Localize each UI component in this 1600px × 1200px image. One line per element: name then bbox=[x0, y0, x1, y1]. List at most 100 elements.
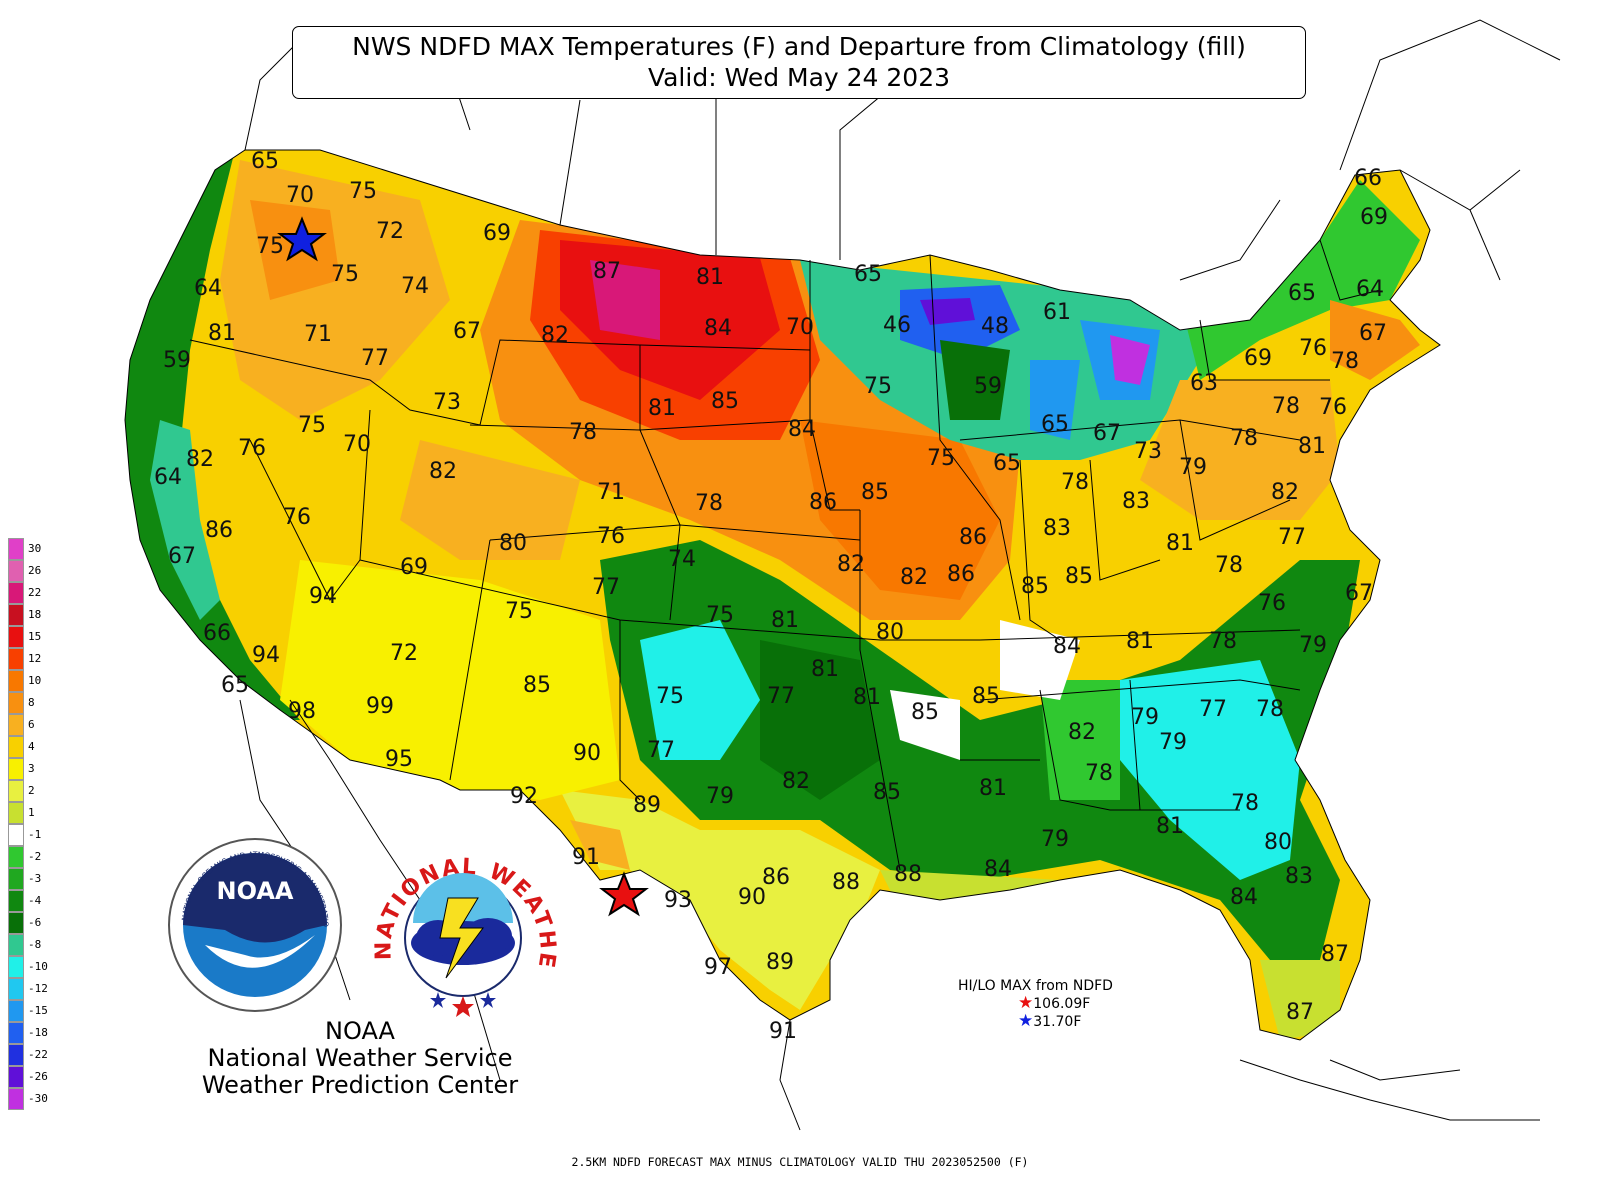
temp-label: 81 bbox=[1156, 814, 1184, 839]
temp-label: 78 bbox=[1215, 553, 1243, 578]
legend-row: 4 bbox=[8, 736, 68, 758]
temp-label: 64 bbox=[1356, 277, 1384, 302]
temp-label: 85 bbox=[972, 684, 1000, 709]
legend-swatch bbox=[8, 802, 24, 824]
legend-label: -1 bbox=[28, 828, 42, 841]
temp-label: 85 bbox=[873, 780, 901, 805]
temp-label: 84 bbox=[984, 857, 1012, 882]
temp-label: 65 bbox=[1041, 412, 1069, 437]
temp-label: 66 bbox=[1354, 166, 1382, 191]
legend-label: 18 bbox=[28, 608, 42, 621]
temp-label: 81 bbox=[648, 396, 676, 421]
temp-label: 74 bbox=[668, 547, 696, 572]
temp-label: 84 bbox=[788, 417, 816, 442]
temp-label: 81 bbox=[771, 608, 799, 633]
temp-label: 85 bbox=[1065, 564, 1093, 589]
temp-label: 70 bbox=[286, 183, 314, 208]
temp-label: 72 bbox=[390, 641, 418, 666]
temp-label: 93 bbox=[664, 888, 692, 913]
temp-label: 78 bbox=[1061, 470, 1089, 495]
temp-label: 48 bbox=[981, 314, 1009, 339]
noaa-logo-text: NOAA bbox=[217, 877, 294, 905]
wpc-line-3: Weather Prediction Center bbox=[201, 1071, 519, 1099]
temp-label: 78 bbox=[1231, 791, 1259, 816]
legend-label: -15 bbox=[28, 1004, 48, 1017]
nws-logo: NATIONAL WEATHER SERVICE bbox=[368, 828, 558, 1017]
legend-swatch bbox=[8, 604, 24, 626]
hilo-high: ★106.09F bbox=[958, 995, 1113, 1013]
temp-label: 85 bbox=[911, 700, 939, 725]
hilo-high-value: 106.09F bbox=[1033, 996, 1091, 1012]
temp-label: 79 bbox=[1159, 730, 1187, 755]
wpc-line-1: NOAA bbox=[325, 1017, 395, 1045]
temperature-labels: 65 70 75 75 72 69 64 75 74 87 81 65 66 69 81 71 67 82 84 70… bbox=[154, 149, 1388, 1044]
temp-label: 75 bbox=[927, 446, 955, 471]
legend-label: -12 bbox=[28, 982, 48, 995]
temp-label: 72 bbox=[376, 219, 404, 244]
temp-label: 66 bbox=[203, 621, 231, 646]
legend-swatch bbox=[8, 890, 24, 912]
temp-label: 73 bbox=[433, 390, 461, 415]
legend-swatch bbox=[8, 846, 24, 868]
legend-label: 4 bbox=[28, 740, 35, 753]
title-line-2: Valid: Wed May 24 2023 bbox=[647, 63, 951, 92]
legend-label: -22 bbox=[28, 1048, 48, 1061]
temp-label: 63 bbox=[1190, 371, 1218, 396]
temp-label: 82 bbox=[1271, 480, 1299, 505]
temp-label: 87 bbox=[1286, 1000, 1314, 1025]
temp-label: 77 bbox=[361, 346, 389, 371]
legend-swatch bbox=[8, 736, 24, 758]
legend-label: 30 bbox=[28, 542, 42, 555]
legend-swatch bbox=[8, 1022, 24, 1044]
temp-label: 78 bbox=[569, 420, 597, 445]
temp-label: 77 bbox=[1278, 525, 1306, 550]
temp-label: 90 bbox=[738, 885, 766, 910]
temp-label: 84 bbox=[1230, 885, 1258, 910]
temp-label: 94 bbox=[309, 584, 337, 609]
temp-label: 69 bbox=[400, 555, 428, 580]
legend-label: 2 bbox=[28, 784, 35, 797]
temp-label: 86 bbox=[762, 865, 790, 890]
temp-label: 84 bbox=[1053, 634, 1081, 659]
temp-label: 75 bbox=[656, 684, 684, 709]
hilo-low-value: 31.70F bbox=[1033, 1014, 1082, 1030]
temp-label: 77 bbox=[767, 684, 795, 709]
legend-swatch bbox=[8, 1044, 24, 1066]
legend-row: 15 bbox=[8, 626, 68, 648]
temp-label: 79 bbox=[1179, 455, 1207, 480]
legend-label: 8 bbox=[28, 696, 35, 709]
temp-label: 74 bbox=[401, 274, 429, 299]
temp-label: 75 bbox=[298, 413, 326, 438]
legend-label: 10 bbox=[28, 674, 42, 687]
temp-label: 67 bbox=[1093, 421, 1121, 446]
hilo-low: ★31.70F bbox=[958, 1013, 1113, 1031]
temp-label: 81 bbox=[811, 657, 839, 682]
legend-swatch bbox=[8, 780, 24, 802]
legend-row: 2 bbox=[8, 780, 68, 802]
legend-swatch bbox=[8, 758, 24, 780]
temp-label: 82 bbox=[782, 769, 810, 794]
temp-label: 67 bbox=[453, 319, 481, 344]
legend-row: 3 bbox=[8, 758, 68, 780]
temp-label: 87 bbox=[1321, 942, 1349, 967]
temp-label: 78 bbox=[1331, 349, 1359, 374]
low-max-star bbox=[277, 216, 327, 262]
legend-row: -22 bbox=[8, 1044, 68, 1066]
temp-label: 67 bbox=[1345, 581, 1373, 606]
footer-caption: 2.5KM NDFD FORECAST MAX MINUS CLIMATOLOG… bbox=[571, 1155, 1029, 1169]
temp-label: 79 bbox=[706, 784, 734, 809]
temp-label: 75 bbox=[505, 599, 533, 624]
temp-label: 85 bbox=[523, 673, 551, 698]
temp-label: 64 bbox=[194, 276, 222, 301]
legend-swatch bbox=[8, 956, 24, 978]
temp-label: 75 bbox=[864, 374, 892, 399]
legend-label: 22 bbox=[28, 586, 42, 599]
legend-row: -8 bbox=[8, 934, 68, 956]
temp-label: 65 bbox=[854, 262, 882, 287]
legend-label: -10 bbox=[28, 960, 48, 973]
temp-label: 89 bbox=[633, 793, 661, 818]
temp-label: 91 bbox=[572, 845, 600, 870]
legend-row: -30 bbox=[8, 1088, 68, 1110]
legend-row: 30 bbox=[8, 538, 68, 560]
